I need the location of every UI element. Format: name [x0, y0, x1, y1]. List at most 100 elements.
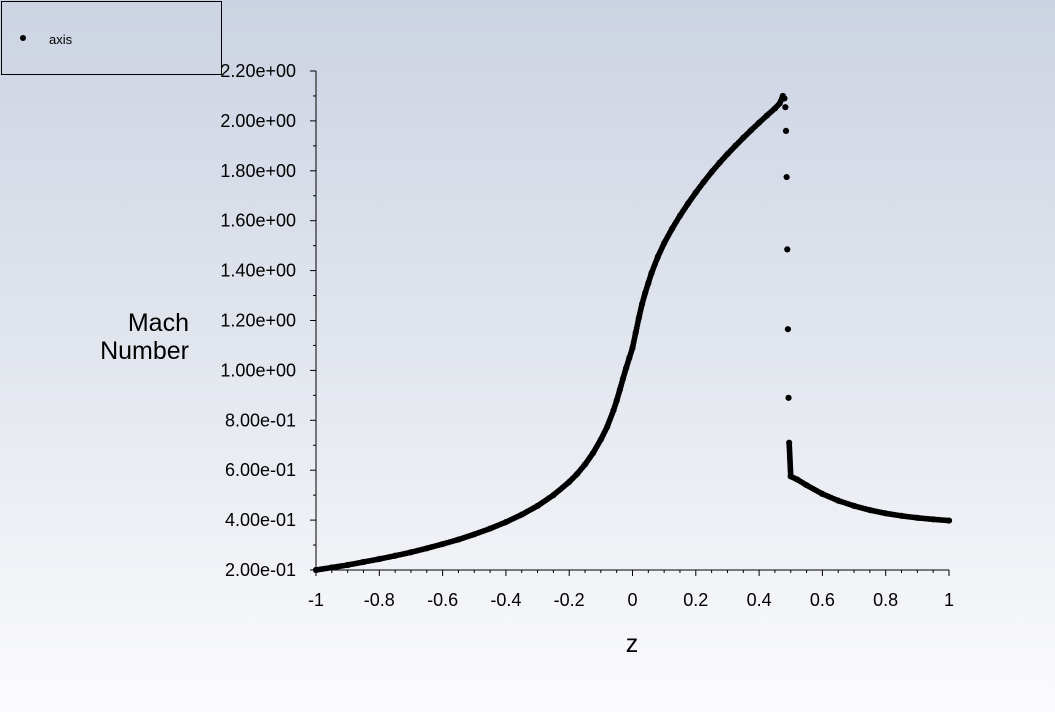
data-point [613, 397, 620, 404]
data-point [784, 326, 792, 333]
x-tick-label: -0.4 [490, 590, 521, 610]
data-point [566, 478, 573, 486]
legend-label: axis [49, 32, 73, 47]
data-point [534, 502, 541, 509]
y-tick-label: 6.00e-01 [225, 460, 296, 480]
data-point [724, 150, 731, 158]
x-tick-label: 0.4 [747, 590, 772, 610]
data-point [819, 490, 826, 498]
data-point [581, 461, 589, 468]
x-tick-label: 0.8 [873, 590, 898, 610]
data-point [392, 552, 399, 559]
data-point [407, 549, 415, 556]
data-point [756, 119, 763, 126]
data-point [619, 375, 627, 382]
data-point [626, 354, 633, 362]
axes [315, 71, 949, 571]
data-point [782, 104, 789, 111]
data-point [785, 394, 792, 401]
data-point [783, 173, 790, 181]
y-tick-label: 1.20e+00 [220, 311, 296, 331]
data-point [776, 100, 783, 107]
data-point [471, 531, 478, 538]
data-point [781, 95, 788, 102]
y-tick-label: 4.00e-01 [225, 510, 296, 530]
y-tick-label: 8.00e-01 [225, 410, 296, 430]
data-point [668, 225, 676, 232]
data-point [360, 558, 367, 566]
data-point [455, 536, 462, 543]
data-point [312, 566, 320, 574]
data-point [784, 246, 791, 253]
data-point [771, 105, 779, 112]
y-axis-title-line-1: Mach [128, 309, 189, 337]
x-tick-label: -1 [308, 590, 324, 610]
data-point [676, 212, 684, 219]
data-point [328, 564, 335, 571]
data-point [803, 482, 810, 489]
data-point [882, 510, 889, 517]
series-axis [312, 92, 953, 574]
x-tick-label: 1 [944, 590, 954, 610]
y-tick-label: 1.80e+00 [220, 161, 296, 181]
data-point [610, 407, 617, 414]
data-point [850, 502, 858, 509]
data-point [597, 436, 604, 443]
data-point [604, 423, 611, 430]
data-point [700, 178, 707, 186]
data-point [835, 497, 842, 504]
data-point [930, 516, 937, 523]
x-tick-label: 0.6 [810, 590, 835, 610]
y-tick-label: 1.60e+00 [220, 211, 296, 231]
data-point [344, 561, 351, 569]
data-point [623, 364, 630, 372]
data-point [732, 142, 739, 149]
data-point [638, 301, 646, 308]
y-tick-label: 2.20e+00 [220, 61, 296, 81]
data-point [898, 512, 905, 519]
data-point [763, 112, 771, 119]
data-point [866, 507, 873, 514]
x-tick-label: -0.6 [427, 590, 458, 610]
data-point [793, 476, 801, 483]
data-point [684, 200, 691, 207]
data-point [486, 525, 494, 532]
legend-box [1, 1, 222, 75]
data-point [748, 127, 755, 134]
y-tick-label: 1.40e+00 [220, 261, 296, 281]
data-point [661, 240, 668, 247]
y-tick-label: 1.00e+00 [220, 360, 296, 380]
y-axis-title-line-2: Number [100, 337, 189, 365]
data-point [616, 386, 623, 393]
data-point [589, 450, 597, 457]
data-point [635, 314, 642, 322]
data-point [439, 540, 446, 548]
data-point [502, 518, 509, 526]
x-ticks: -1 -0.8 -0.6 -0.4 -0.2 0 0.2 0.4 0.6 0.8 1 [308, 570, 954, 610]
legend: axis [1, 1, 222, 75]
data-point [787, 473, 794, 480]
data-point [645, 279, 652, 287]
data-point [376, 555, 383, 563]
data-point [632, 329, 639, 337]
legend-marker [20, 35, 26, 41]
x-axis-title: z [626, 630, 639, 658]
y-tick-label: 2.00e+00 [220, 111, 296, 131]
y-ticks: 2.00e-01 4.00e-01 6.00e-01 8.00e-01 1.00e+00… [220, 61, 316, 580]
x-tick-label: 0 [627, 590, 637, 610]
data-point [423, 545, 430, 552]
data-point [642, 289, 649, 297]
data-point [708, 168, 715, 176]
data-point [648, 269, 655, 277]
data-point [740, 134, 747, 141]
data-point [518, 511, 525, 518]
data-point [692, 189, 699, 196]
x-tick-label: -0.8 [364, 590, 395, 610]
y-tick-label: 2.00e-01 [225, 560, 296, 580]
data-point [945, 517, 953, 524]
data-point [716, 159, 723, 166]
x-tick-label: 0.2 [683, 590, 708, 610]
data-point [629, 344, 636, 352]
x-tick-label: -0.2 [554, 590, 585, 610]
